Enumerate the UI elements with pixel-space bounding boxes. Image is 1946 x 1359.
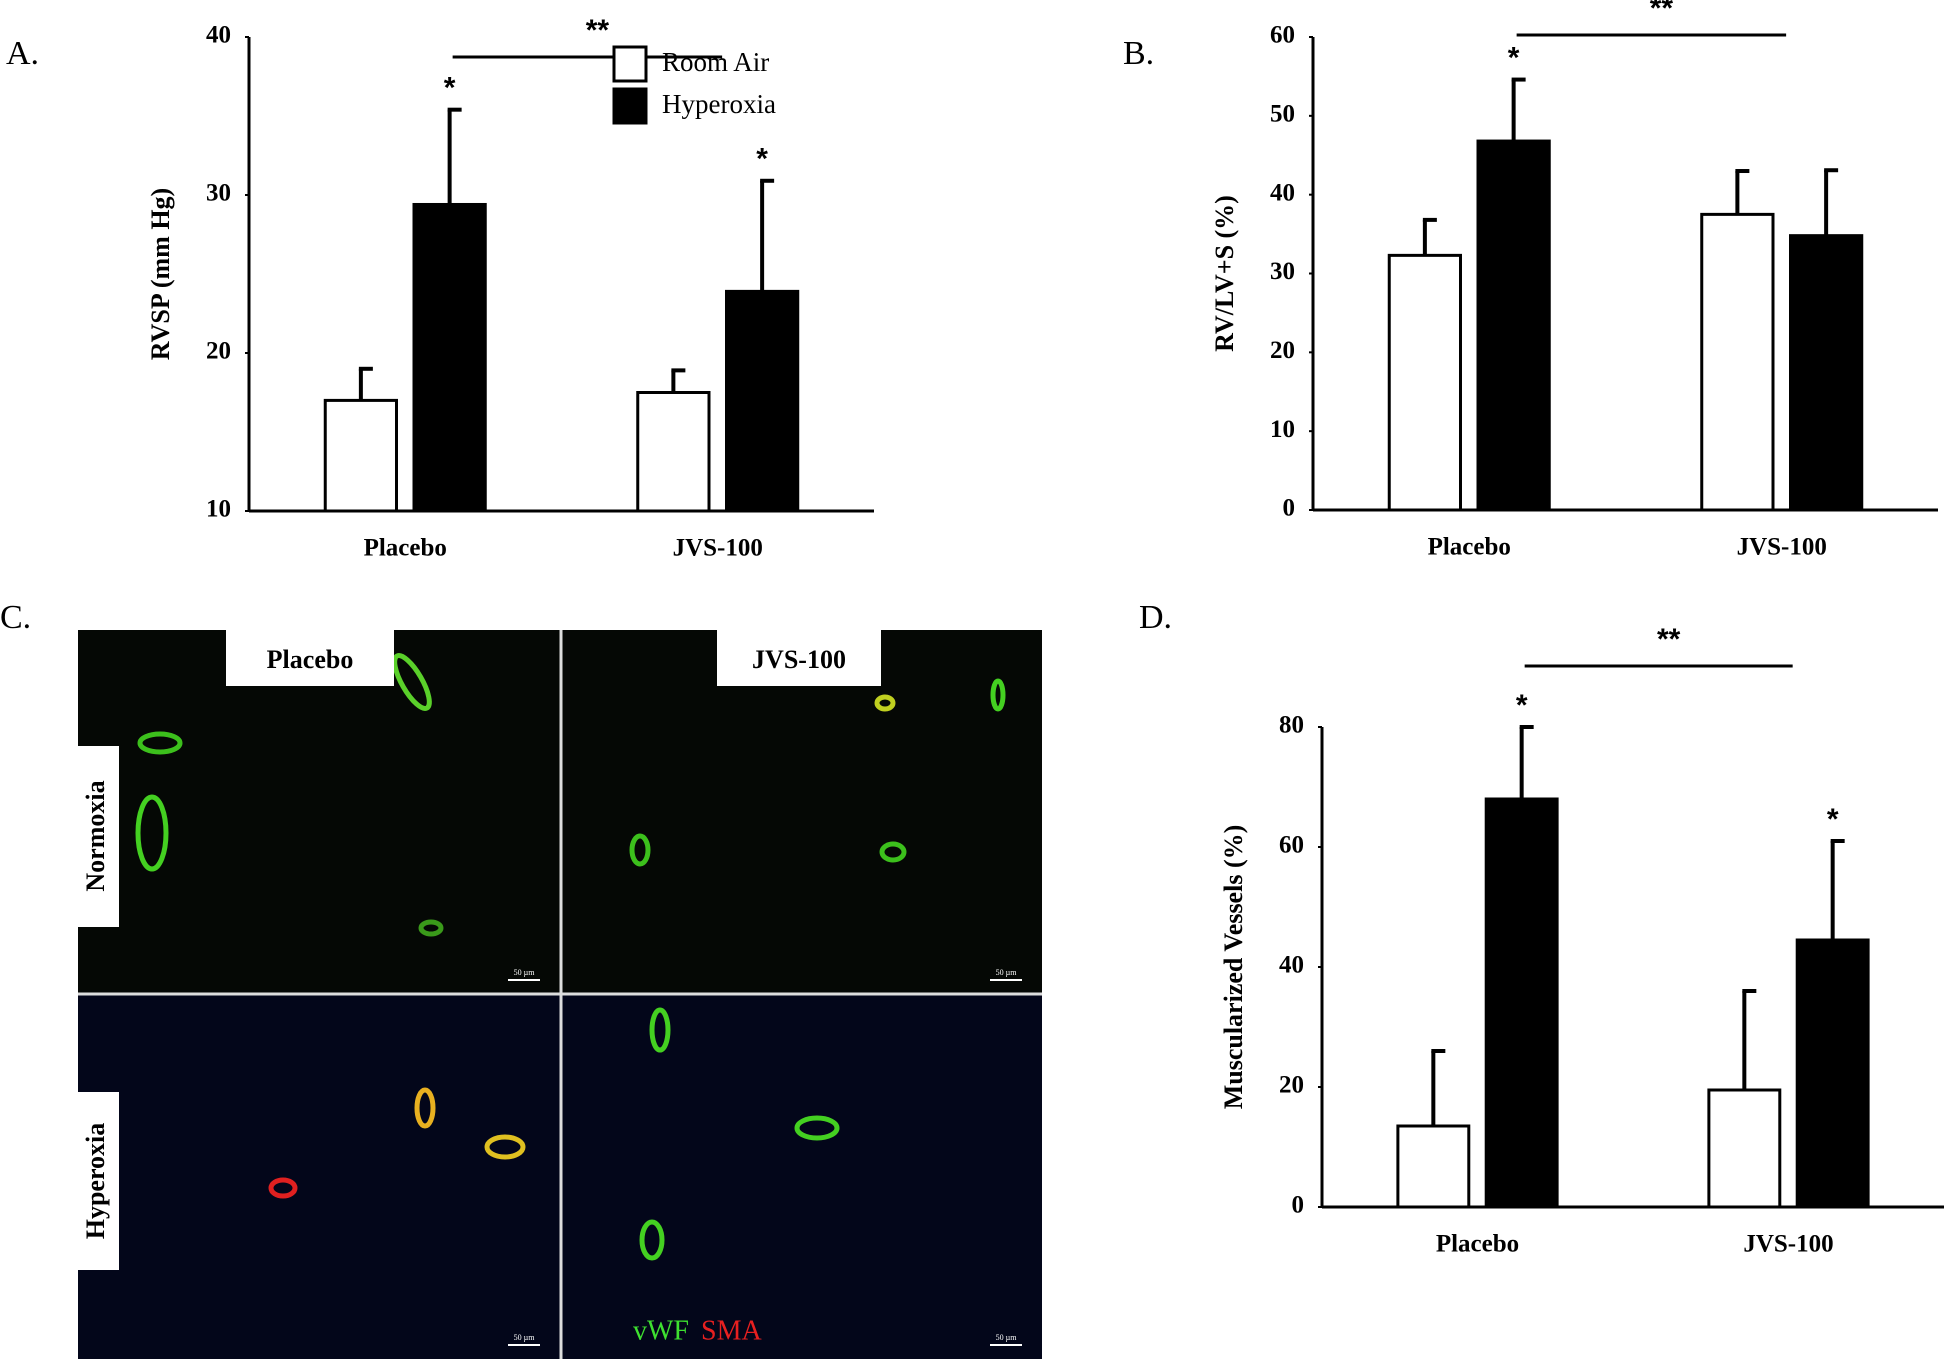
- vessel: [649, 1007, 671, 1053]
- y-axis-label: RVSP (mm Hg): [146, 188, 175, 360]
- x-tick-label: JVS-100: [1737, 534, 1827, 561]
- y-axis-label: Muscularized Vessels (%): [1219, 825, 1248, 1110]
- vessel: [135, 794, 169, 872]
- y-tick-label: 20: [1270, 337, 1295, 364]
- x-tick-label: Placebo: [1428, 534, 1511, 561]
- bar: [725, 289, 800, 513]
- significance-marker: *: [756, 143, 768, 176]
- bar: [1707, 1088, 1782, 1209]
- stain-label: vWF: [633, 1315, 689, 1346]
- column-label: Placebo: [267, 645, 354, 674]
- bar: [1484, 797, 1559, 1209]
- panel-label: A.: [6, 35, 39, 72]
- y-tick-label: 10: [206, 496, 231, 523]
- bar: [323, 398, 398, 513]
- bar: [1396, 1124, 1471, 1209]
- panel-label: B.: [1123, 35, 1154, 72]
- y-tick-label: 20: [206, 338, 231, 365]
- y-axis-label: RV/LV+S (%): [1210, 195, 1239, 352]
- y-tick-label: 30: [206, 180, 231, 207]
- y-tick-label: 50: [1270, 101, 1295, 128]
- comparison-label: **: [1650, 0, 1674, 25]
- vessel: [639, 1219, 665, 1261]
- scale-bar-label: 50 µm: [996, 1333, 1018, 1342]
- row-label: Hyperoxia: [81, 1123, 110, 1240]
- vessel: [392, 653, 432, 711]
- chart: D. 0 20 40 60 80 Muscularized Vessels (%) Place…: [1139, 599, 1944, 1258]
- significance-marker: *: [1508, 41, 1520, 74]
- vessel: [879, 841, 907, 863]
- vessel: [418, 919, 444, 937]
- vessel: [874, 694, 896, 712]
- y-tick-label: 20: [1279, 1072, 1304, 1099]
- significance-marker: *: [1827, 803, 1839, 836]
- y-tick-label: 0: [1283, 495, 1296, 522]
- bar: [1387, 253, 1462, 512]
- micrograph: Placebo JVS-100 Normoxia Hyperoxia vWF S…: [0, 599, 1042, 1359]
- y-tick-label: 30: [1270, 258, 1295, 285]
- legend-swatch: [612, 87, 648, 125]
- y-tick-label: 40: [1270, 179, 1295, 206]
- significance-marker: *: [1516, 689, 1528, 722]
- panel-label: C.: [0, 599, 31, 636]
- vessels: [135, 653, 1006, 1261]
- x-tick-label: Placebo: [364, 535, 447, 562]
- legend-label: Room Air: [662, 47, 769, 77]
- bar: [1789, 234, 1864, 512]
- row-label-box: [78, 1092, 119, 1270]
- vessel: [484, 1134, 526, 1160]
- scale-bar-label: 50 µm: [514, 1333, 536, 1342]
- scale-bars: 50 µm 50 µm 50 µm 50 µm: [508, 968, 1022, 1346]
- panel-label: D.: [1139, 599, 1172, 636]
- comparison-label: **: [1657, 623, 1681, 656]
- y-tick-label: 40: [206, 22, 231, 49]
- y-tick-label: 60: [1279, 832, 1304, 859]
- x-tick-label: JVS-100: [673, 535, 763, 562]
- bar: [1476, 139, 1551, 512]
- y-tick-label: 80: [1279, 712, 1304, 739]
- vessel: [990, 678, 1006, 712]
- y-tick-label: 60: [1270, 22, 1295, 49]
- row-label: Normoxia: [81, 780, 110, 891]
- legend-label: Hyperoxia: [662, 89, 776, 119]
- vessel: [414, 1087, 436, 1129]
- bar: [1795, 938, 1870, 1209]
- x-tick-label: JVS-100: [1743, 1231, 1833, 1258]
- x-tick-label: Placebo: [1436, 1231, 1519, 1258]
- column-label-box: [226, 630, 394, 686]
- row-label-box: [78, 746, 119, 927]
- comparison-label: **: [586, 14, 610, 47]
- chart: B. 0 10 20 30 40 50 60 RV/LV+S (%) Placebo JVS-100…: [1123, 0, 1938, 561]
- significance-marker: *: [444, 72, 456, 105]
- bar: [412, 202, 487, 513]
- y-tick-label: 40: [1279, 952, 1304, 979]
- vessel: [629, 833, 651, 867]
- y-tick-label: 0: [1292, 1192, 1305, 1219]
- legend-swatch: [612, 45, 648, 83]
- vessel: [268, 1177, 298, 1199]
- y-tick-label: 10: [1270, 416, 1295, 443]
- stain-label: SMA: [701, 1315, 762, 1346]
- vessel: [794, 1115, 840, 1141]
- bar: [636, 391, 711, 513]
- scale-bar-label: 50 µm: [996, 968, 1018, 977]
- column-label-box: [717, 630, 881, 686]
- column-label: JVS-100: [752, 645, 846, 674]
- scale-bar-label: 50 µm: [514, 968, 536, 977]
- vessel: [137, 731, 183, 755]
- bar: [1700, 212, 1775, 512]
